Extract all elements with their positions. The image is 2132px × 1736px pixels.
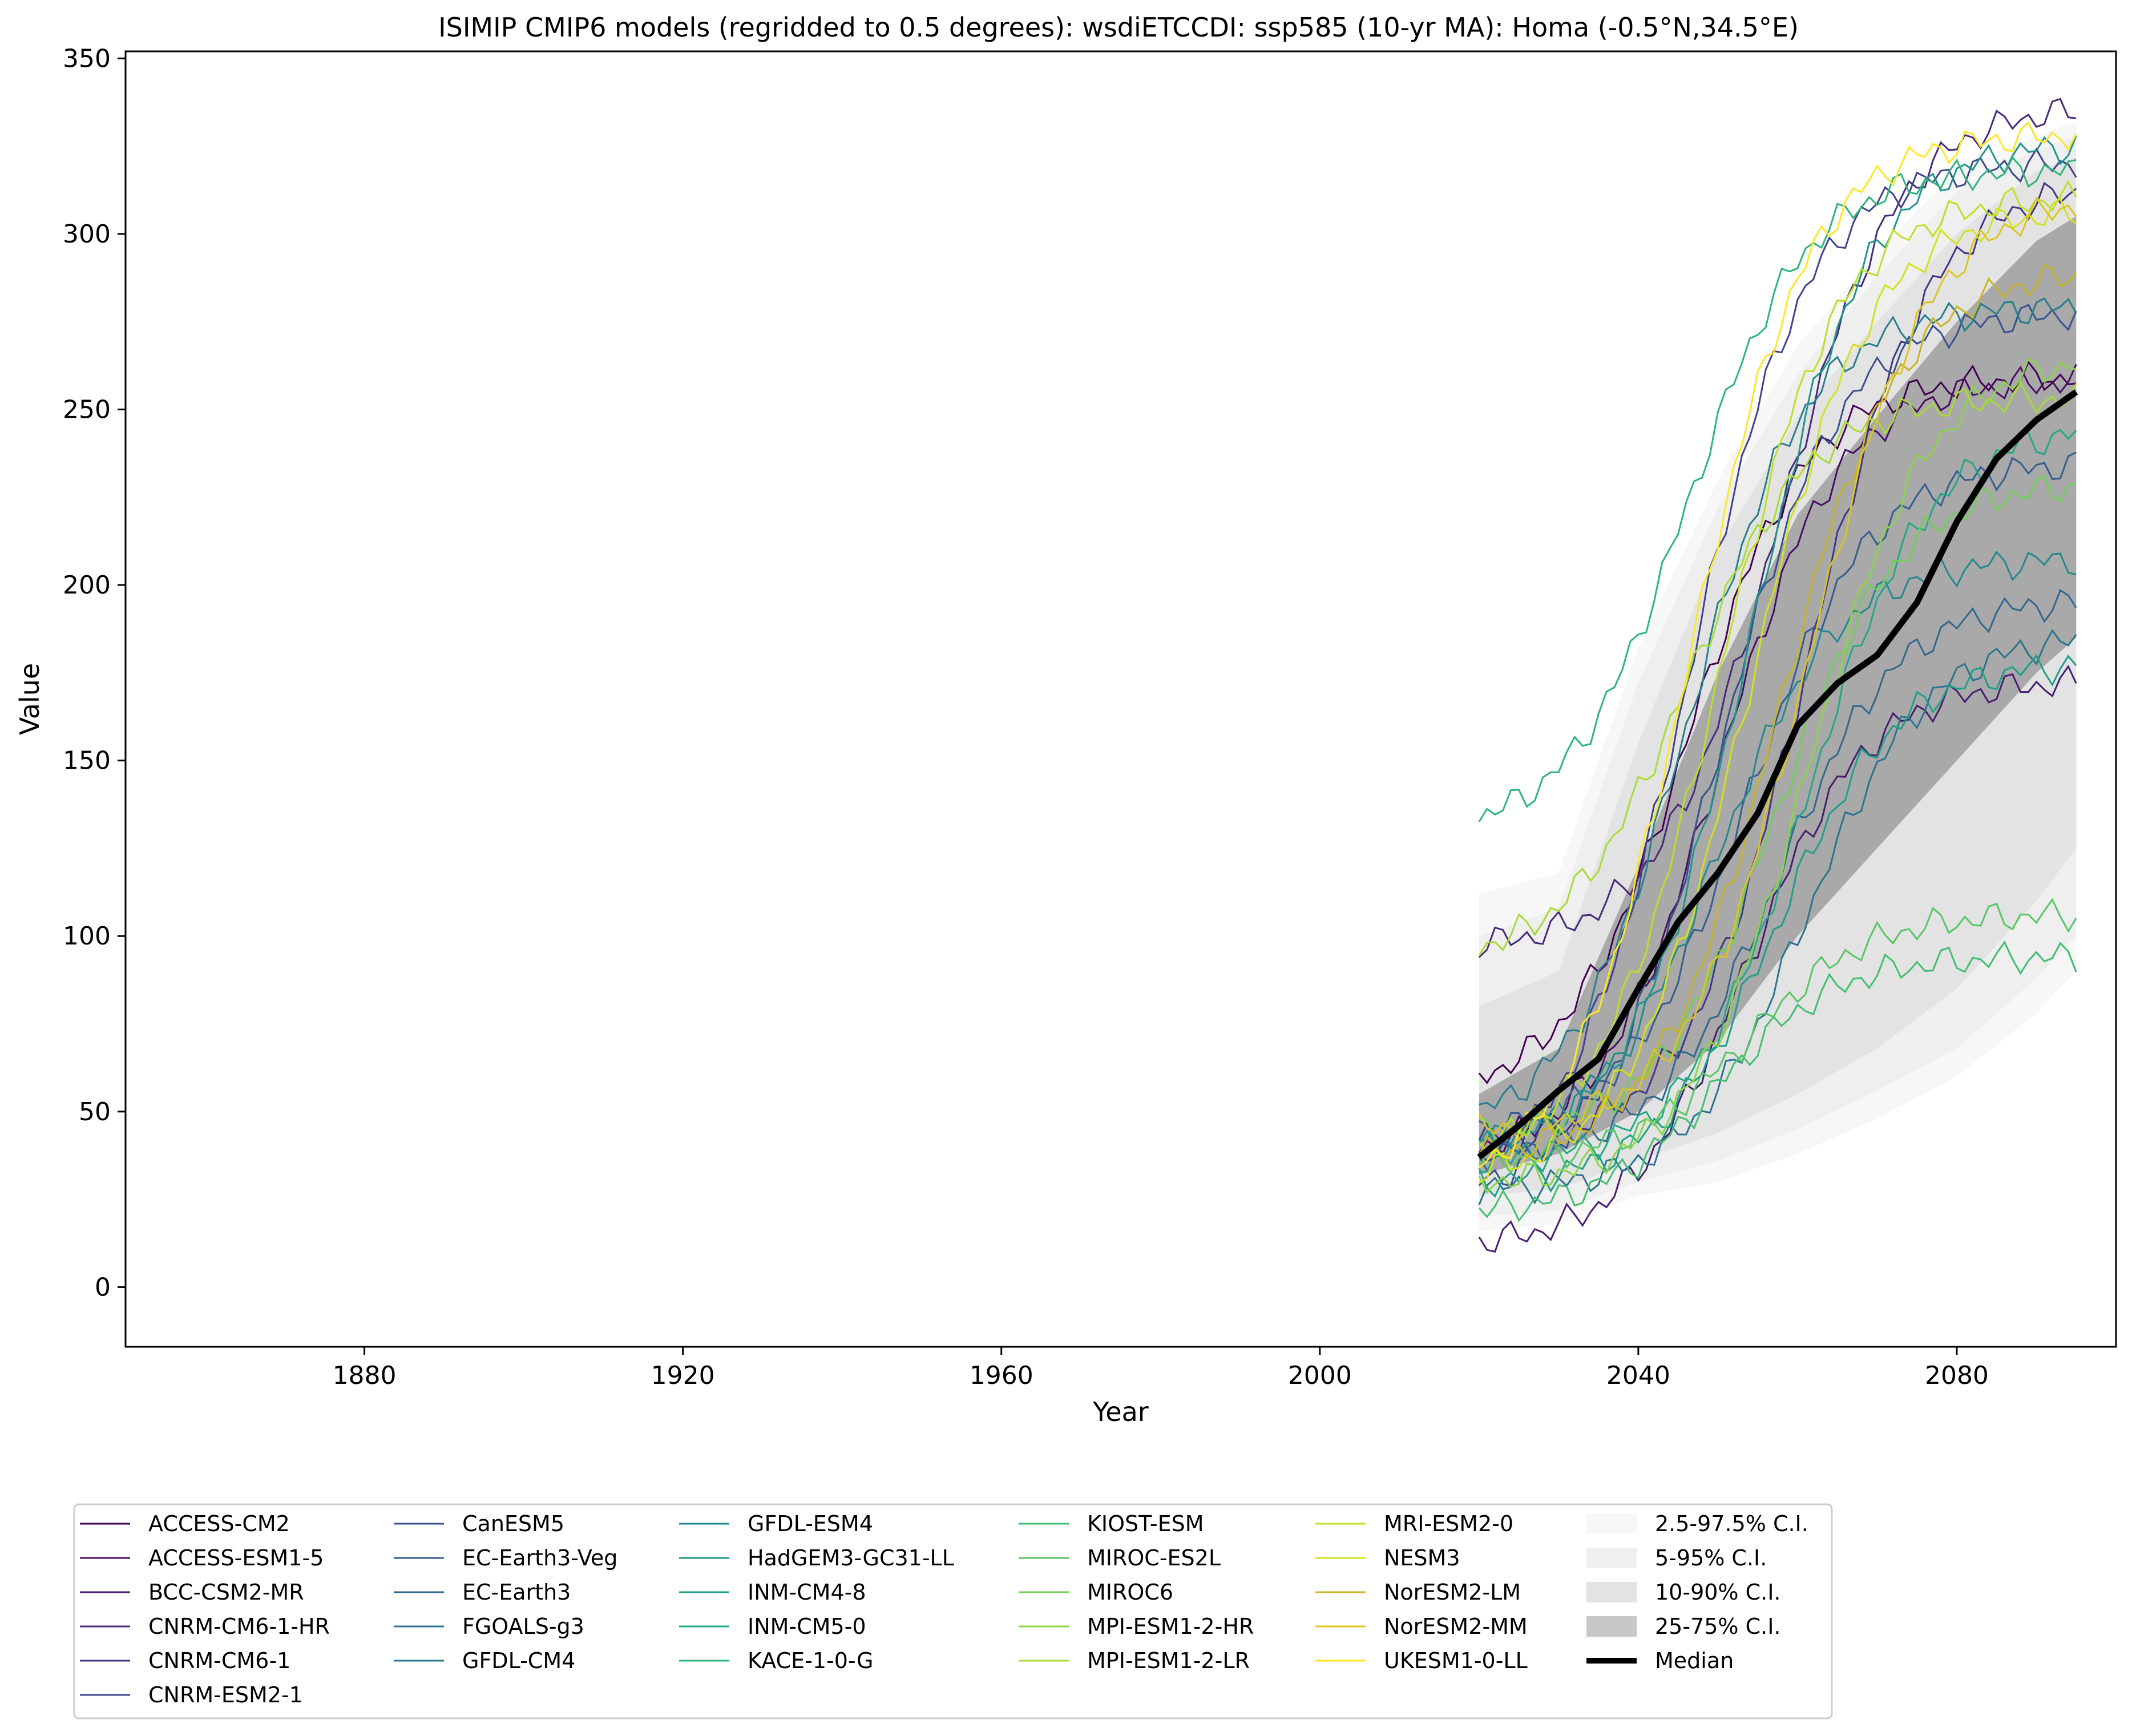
legend-label: GFDL-CM4	[462, 1648, 575, 1673]
legend-label: MPI-ESM1-2-HR	[1087, 1614, 1254, 1639]
legend-label: ACCESS-ESM1-5	[148, 1545, 324, 1571]
confidence-bands	[1479, 122, 2077, 1231]
legend-label: KACE-1-0-G	[748, 1648, 873, 1673]
x-tick-label: 1960	[970, 1361, 1033, 1390]
y-tick-label: 350	[63, 44, 111, 73]
legend-label: CanESM5	[462, 1511, 564, 1536]
series-line-11	[1479, 297, 2077, 1109]
series-line-12	[1479, 550, 2077, 1148]
legend-label: INM-CM4-8	[748, 1580, 866, 1605]
y-tick-label: 150	[63, 746, 111, 776]
series-line-8	[1479, 451, 2077, 1144]
series-line-22	[1478, 180, 2077, 1154]
legend-label: 25-75% C.I.	[1655, 1614, 1781, 1639]
legend-label: CNRM-CM6-1	[148, 1648, 290, 1673]
series-line-21	[1478, 381, 2077, 956]
legend-band-swatch	[1586, 1513, 1637, 1534]
x-tick-label: 2040	[1606, 1361, 1670, 1390]
x-tick-label: 1920	[651, 1361, 715, 1390]
series-line-19	[1479, 474, 2077, 1141]
legend-label: 5-95% C.I.	[1655, 1545, 1767, 1571]
series-line-7	[1478, 304, 2077, 1187]
y-tick-label: 100	[63, 922, 111, 951]
x-tick-label: 2000	[1288, 1361, 1352, 1390]
legend-label: 10-90% C.I.	[1655, 1580, 1781, 1605]
legend-label: MPI-ESM1-2-LR	[1087, 1648, 1250, 1673]
series-line-15	[1479, 429, 2077, 1174]
legend-label: INM-CM5-0	[748, 1614, 866, 1639]
legend-band-swatch	[1586, 1582, 1637, 1602]
legend-label: MRI-ESM2-0	[1384, 1511, 1513, 1536]
y-axis-label: Value	[14, 663, 45, 735]
x-tick-label: 2080	[1925, 1361, 1989, 1390]
band-4	[1479, 216, 2077, 1175]
legend-band-swatch	[1586, 1616, 1637, 1637]
legend-label: Median	[1655, 1648, 1734, 1673]
x-axis-label: Year	[1092, 1396, 1148, 1427]
y-tick-label: 200	[63, 571, 111, 600]
y-tick-label: 300	[63, 220, 111, 249]
legend-label: EC-Earth3	[462, 1580, 571, 1605]
legend-label: MIROC6	[1087, 1580, 1173, 1605]
legend-label: GFDL-ESM4	[748, 1511, 873, 1536]
legend-frame	[73, 1503, 1833, 1719]
x-axis: 1880 1920 1960 2000 2040 2080	[333, 1347, 1989, 1390]
legend-label: UKESM1-0-LL	[1384, 1648, 1528, 1673]
legend-label: FGOALS-g3	[462, 1614, 584, 1639]
series-line-24	[1478, 263, 2077, 1160]
series-line-6	[1478, 147, 2077, 1162]
model-series	[1478, 98, 2077, 1253]
legend-label: EC-Earth3-Veg	[462, 1545, 617, 1571]
legend: ACCESS-CM2 ACCESS-ESM1-5 BCC-CSM2-MR CNRM-C…	[73, 1503, 1833, 1719]
median-series	[1477, 389, 2078, 1160]
y-tick-label: 0	[95, 1273, 111, 1302]
series-line-17	[1478, 940, 2077, 1222]
series-line-18	[1478, 898, 2077, 1174]
legend-label: MIROC-ES2L	[1087, 1545, 1221, 1571]
series-line-1	[1478, 360, 2077, 1084]
legend-label: NorESM2-LM	[1384, 1580, 1521, 1605]
legend-band-swatch	[1586, 1548, 1637, 1568]
y-tick-label: 250	[63, 395, 111, 424]
legend-label: NESM3	[1384, 1545, 1460, 1571]
series-line-16	[1478, 156, 2077, 822]
series-line-13	[1478, 135, 2077, 1160]
x-tick-label: 1880	[333, 1361, 397, 1390]
legend-label: ACCESS-CM2	[148, 1511, 290, 1536]
legend-label: KIOST-ESM	[1087, 1511, 1204, 1536]
chart-title: ISIMIP CMIP6 models (regridded to 0.5 de…	[438, 12, 1799, 43]
median-line	[1477, 389, 2078, 1160]
series-line-10	[1478, 629, 2077, 1205]
legend-label: 2.5-97.5% C.I.	[1655, 1511, 1808, 1536]
y-axis: 0 50 100 150 200 250 300 350	[63, 44, 126, 1302]
legend-label: HadGEM3-GC31-LL	[748, 1545, 954, 1571]
plot-frame	[124, 50, 2117, 1348]
legend-label: NorESM2-MM	[1384, 1614, 1528, 1639]
legend-label: CNRM-ESM2-1	[148, 1682, 303, 1707]
series-line-20	[1478, 357, 2077, 1194]
series-line-25	[1478, 196, 2077, 1142]
legend-label: CNRM-CM6-1-HR	[148, 1614, 330, 1639]
series-line-26	[1478, 121, 2077, 1169]
legend-label: BCC-CSM2-MR	[148, 1580, 304, 1605]
y-tick-label: 50	[79, 1097, 111, 1127]
